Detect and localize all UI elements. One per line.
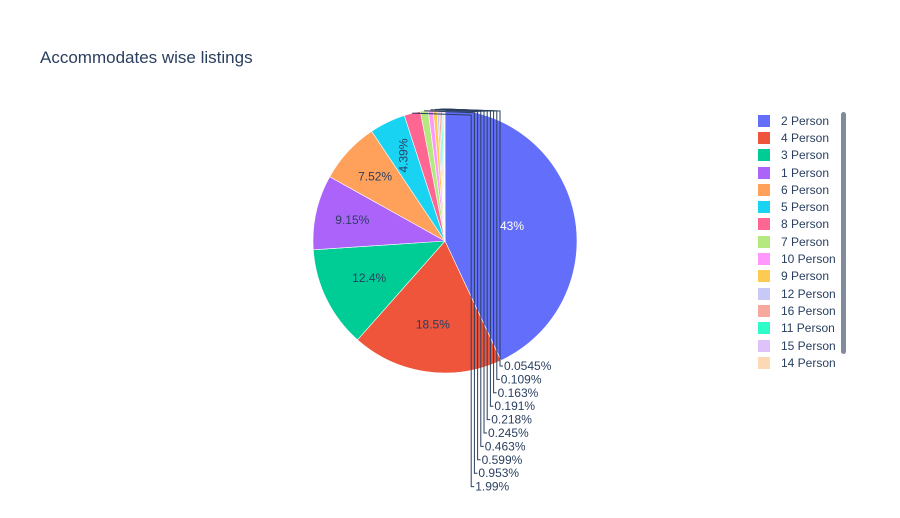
legend-scrollbar[interactable] bbox=[841, 112, 846, 354]
legend-swatch bbox=[758, 166, 770, 179]
legend-label: 16 Person bbox=[781, 303, 836, 318]
legend-swatch bbox=[758, 339, 770, 352]
leader-line bbox=[412, 112, 475, 488]
pie-slices bbox=[312, 108, 578, 374]
slice-label: 4.39% bbox=[397, 138, 411, 172]
leader-lines bbox=[412, 108, 503, 488]
legend-swatch bbox=[758, 270, 770, 283]
legend-swatch bbox=[758, 287, 770, 300]
slice-label-outside: 0.163% bbox=[498, 386, 539, 400]
legend-item[interactable]: 5 Person bbox=[758, 198, 853, 215]
legend-label: 14 Person bbox=[781, 355, 836, 370]
slice-labels: 43% 18.5% 12.4% 9.15% 7.52% 4.39% 0.0545%0.109… bbox=[335, 138, 551, 493]
legend-item[interactable]: 4 Person bbox=[758, 129, 853, 146]
legend-label: 12 Person bbox=[781, 286, 836, 301]
legend-swatch bbox=[758, 131, 770, 144]
slice-label-outside: 1.99% bbox=[475, 480, 509, 494]
legend-label: 1 Person bbox=[781, 165, 830, 180]
legend-item[interactable]: 16 Person bbox=[758, 302, 853, 319]
legend-swatch bbox=[758, 218, 770, 231]
legend-item[interactable]: 3 Person bbox=[758, 147, 853, 164]
pie-slice-4-person[interactable] bbox=[357, 240, 502, 374]
legend-swatch bbox=[758, 322, 770, 335]
legend-label: 3 Person bbox=[781, 148, 830, 163]
legend-label: 9 Person bbox=[781, 269, 830, 284]
legend-swatch bbox=[758, 114, 770, 127]
slice-label-outside: 0.191% bbox=[494, 399, 535, 413]
legend-swatch bbox=[758, 304, 770, 317]
legend-item[interactable]: 14 Person bbox=[758, 354, 853, 371]
chart-title: Accommodates wise listings bbox=[40, 48, 253, 67]
slice-label-outside: 0.599% bbox=[482, 453, 523, 467]
slice-label: 43% bbox=[500, 219, 524, 233]
legend-label: 7 Person bbox=[781, 234, 830, 249]
legend-item[interactable]: 2 Person bbox=[758, 112, 853, 129]
legend-item[interactable]: 11 Person bbox=[758, 320, 853, 337]
legend-item[interactable]: 9 Person bbox=[758, 268, 853, 285]
leader-line bbox=[430, 109, 481, 461]
slice-label: 18.5% bbox=[416, 318, 450, 332]
legend-label: 15 Person bbox=[781, 338, 836, 353]
pie-slice-3-person[interactable] bbox=[312, 240, 446, 341]
leader-line bbox=[434, 108, 484, 447]
slice-label-outside: 0.109% bbox=[501, 372, 542, 386]
legend-item[interactable]: 15 Person bbox=[758, 337, 853, 354]
legend-item[interactable]: 7 Person bbox=[758, 233, 853, 250]
legend-label: 10 Person bbox=[781, 252, 836, 267]
slice-label: 9.15% bbox=[335, 213, 369, 227]
slice-label-outside: 0.0545% bbox=[504, 359, 552, 373]
slice-label-outside: 0.463% bbox=[485, 439, 526, 453]
legend-label: 4 Person bbox=[781, 130, 830, 145]
legend-item[interactable]: 10 Person bbox=[758, 250, 853, 267]
slice-label: 12.4% bbox=[352, 271, 386, 285]
legend-swatch bbox=[758, 149, 770, 162]
legend-item[interactable]: 1 Person bbox=[758, 164, 853, 181]
legend-swatch bbox=[758, 183, 770, 196]
slice-label-outside: 0.245% bbox=[488, 426, 529, 440]
leader-line bbox=[424, 110, 478, 474]
legend-item[interactable]: 6 Person bbox=[758, 181, 853, 198]
legend-label: 2 Person bbox=[781, 113, 830, 128]
legend-swatch bbox=[758, 356, 770, 369]
slice-label: 7.52% bbox=[358, 170, 392, 184]
legend-label: 6 Person bbox=[781, 182, 830, 197]
legend-label: 5 Person bbox=[781, 200, 830, 215]
legend-swatch bbox=[758, 201, 770, 214]
slice-label-outside: 0.218% bbox=[491, 413, 532, 427]
legend-item[interactable]: 8 Person bbox=[758, 216, 853, 233]
legend-swatch bbox=[758, 235, 770, 248]
legend-label: 11 Person bbox=[781, 321, 835, 336]
legend-item[interactable]: 12 Person bbox=[758, 285, 853, 302]
legend: 2 Person 4 Person 3 Person 1 Person 6 Person… bbox=[758, 112, 853, 374]
slice-label-outside: 0.953% bbox=[478, 466, 519, 480]
legend-swatch bbox=[758, 253, 770, 266]
legend-label: 8 Person bbox=[781, 217, 830, 232]
